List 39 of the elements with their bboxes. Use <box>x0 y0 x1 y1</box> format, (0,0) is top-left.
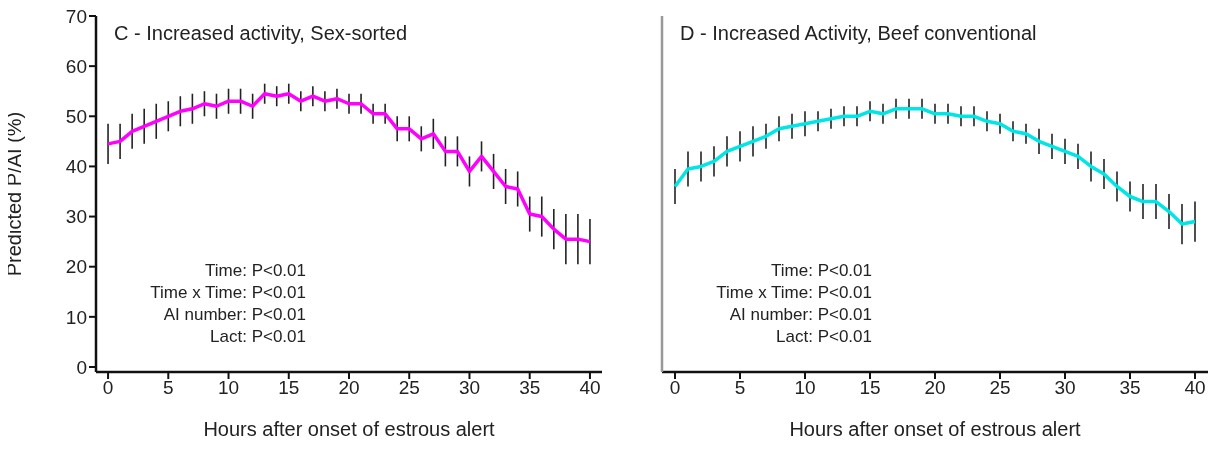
x-tick-label: 30 <box>1054 377 1076 399</box>
y-tick-label: 40 <box>65 156 87 178</box>
x-tick-label: 30 <box>458 377 481 399</box>
y-tick-label: 0 <box>76 356 87 378</box>
x-tick-label: 35 <box>519 377 541 399</box>
x-tick-label: 35 <box>1119 377 1141 399</box>
annotation: AI number: P<0.01 <box>728 304 872 326</box>
x-tick-label: 0 <box>669 377 681 399</box>
y-tick-label: 60 <box>65 55 87 77</box>
chart-title: D - Increased Activity, Beef conventional <box>680 22 1037 45</box>
x-tick-label: 10 <box>217 377 240 399</box>
annotation: Lact: P<0.01 <box>209 326 306 348</box>
x-tick-label: 25 <box>989 377 1011 399</box>
x-tick-label: 5 <box>163 377 174 399</box>
y-tick-label: 10 <box>65 306 87 328</box>
annotation: Time: P<0.01 <box>204 260 306 282</box>
x-axis-title: Hours after onset of estrous alert <box>203 418 496 440</box>
x-tick-label: 20 <box>338 377 360 399</box>
line-series <box>106 91 592 244</box>
annotation: Lact: P<0.01 <box>775 326 872 348</box>
annotation: Time: P<0.01 <box>770 260 872 282</box>
x-tick-label: 40 <box>579 377 601 399</box>
annotation: Time x Time: P<0.01 <box>715 282 872 304</box>
x-tick-label: 15 <box>278 377 300 399</box>
x-tick-label: 20 <box>924 377 946 399</box>
x-tick-label: 15 <box>859 377 881 399</box>
x-tick-label: 0 <box>102 377 114 399</box>
x-tick-label: 25 <box>398 377 420 399</box>
x-tick-label: 40 <box>1184 377 1206 399</box>
y-tick-label: 20 <box>65 256 87 278</box>
y-tick-label: 70 <box>65 5 87 27</box>
y-tick-label: 30 <box>65 206 87 228</box>
annotation: Time x Time: P<0.01 <box>149 282 306 304</box>
annotation: AI number: P<0.01 <box>162 304 306 326</box>
x-tick-label: 5 <box>734 377 746 399</box>
y-tick-label: 50 <box>65 106 87 128</box>
x-tick-label: 10 <box>794 377 816 399</box>
x-axis-title: Hours after onset of estrous alert <box>789 418 1082 440</box>
chart-title: C - Increased activity, Sex-sorted <box>114 22 408 45</box>
